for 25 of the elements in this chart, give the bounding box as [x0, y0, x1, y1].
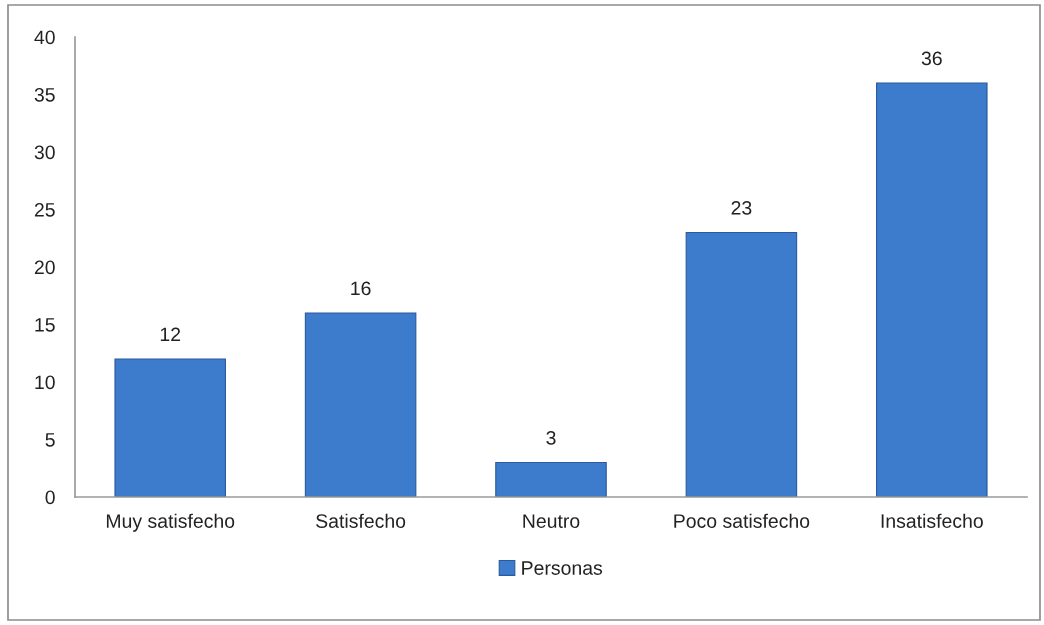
x-tick-label: Muy satisfecho [106, 513, 235, 532]
x-tick-label: Satisfecho [316, 513, 406, 528]
bar [876, 82, 988, 497]
bar [114, 358, 226, 497]
y-tick-label: 30 [34, 145, 55, 160]
y-tick-label: 20 [34, 260, 55, 275]
y-tick-label: 15 [35, 318, 55, 332]
bar [304, 312, 417, 497]
y-tick-label: 0 [45, 490, 55, 505]
legend-label: Personas [522, 561, 603, 575]
y-tick-label: 10 [35, 375, 55, 390]
bar [685, 231, 798, 497]
data-label: 16 [351, 281, 371, 296]
data-label: 12 [160, 327, 181, 342]
x-tick-label: Neutro [523, 514, 580, 528]
data-label: 36 [921, 51, 942, 66]
x-tick-label: Insatisfecho [881, 513, 983, 528]
bar [495, 461, 607, 497]
y-tick-label: 25 [34, 202, 55, 217]
data-label: 23 [731, 201, 752, 215]
y-tick-label: 5 [45, 433, 55, 447]
x-tick-label: Poco satisfecho [674, 513, 810, 528]
y-tick-label: 40 [34, 30, 55, 45]
y-tick-label: 35 [34, 87, 55, 102]
data-label: 3 [546, 431, 556, 445]
